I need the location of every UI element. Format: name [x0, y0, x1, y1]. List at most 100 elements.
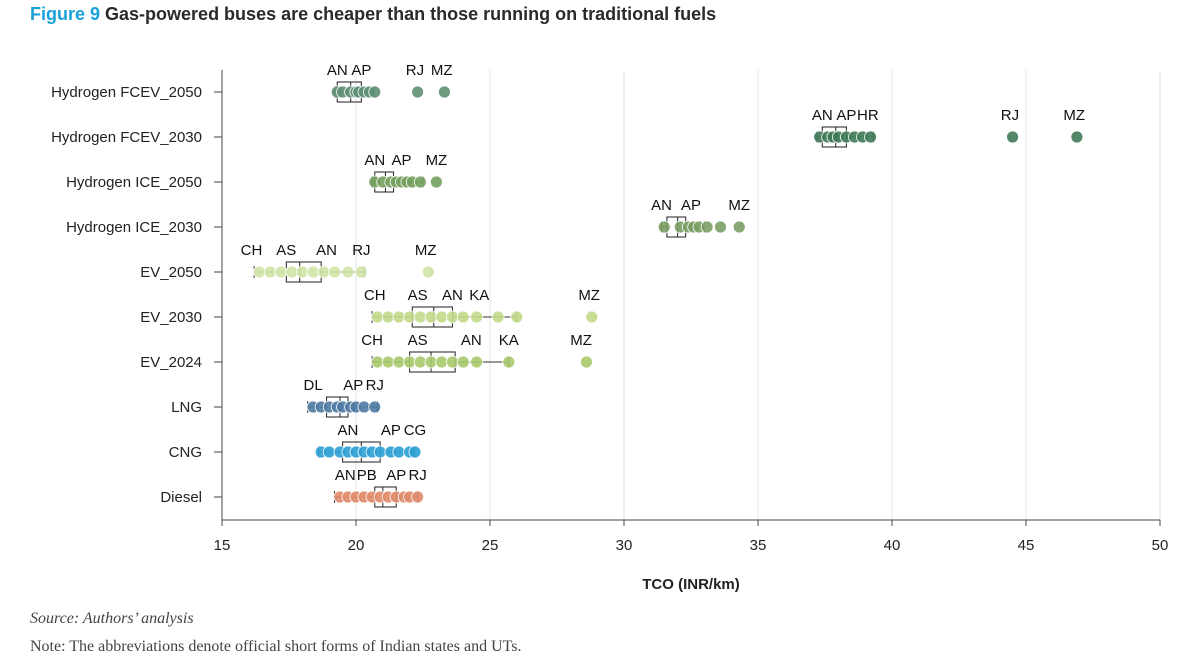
data-point	[392, 310, 406, 324]
data-point	[381, 355, 395, 369]
data-point	[1070, 130, 1084, 144]
state-label: AP	[343, 377, 363, 394]
state-label: MZ	[431, 62, 453, 79]
state-label: AN	[316, 242, 337, 259]
data-point	[438, 85, 451, 99]
data-point	[368, 400, 382, 414]
data-point	[421, 265, 435, 279]
data-point	[456, 355, 470, 369]
state-label: AP	[386, 467, 406, 484]
data-point	[408, 445, 422, 459]
figure-title: Figure 9 Gas-powered buses are cheaper t…	[30, 4, 716, 25]
boxes	[253, 81, 874, 508]
data-point	[295, 265, 309, 279]
state-label: AN	[812, 107, 833, 124]
data-point	[510, 310, 524, 324]
data-point	[502, 355, 516, 369]
state-label: KA	[469, 287, 489, 304]
y-tick-label: EV_2030	[140, 309, 202, 326]
data-point	[700, 220, 714, 234]
state-label: KA	[499, 332, 519, 349]
state-label: AN	[338, 422, 359, 439]
state-label: RJ	[408, 467, 426, 484]
x-tick-label: 50	[1152, 537, 1169, 554]
state-label: RJ	[366, 377, 384, 394]
data-point	[446, 310, 459, 324]
data-point	[306, 265, 320, 279]
state-label: DL	[304, 377, 323, 394]
data-point	[413, 310, 427, 324]
data-point	[1006, 130, 1019, 144]
data-point	[322, 445, 336, 459]
data-point	[328, 265, 341, 279]
data-point	[357, 400, 371, 414]
data-point	[435, 355, 449, 369]
state-label: AS	[408, 332, 428, 349]
state-label: AN	[461, 332, 482, 349]
abbreviation-note: Note: The abbreviations denote official …	[30, 638, 522, 655]
gridlines	[355, 70, 1161, 520]
state-label: HR	[857, 107, 879, 124]
state-label: AP	[351, 62, 371, 79]
data-point	[411, 490, 425, 504]
x-tick-label: 25	[482, 537, 499, 554]
state-label: CH	[241, 242, 263, 259]
points	[253, 85, 1084, 504]
state-label: CH	[361, 332, 383, 349]
data-point	[413, 355, 427, 369]
x-tick-label: 15	[214, 537, 231, 554]
y-tick-label: EV_2024	[140, 354, 202, 371]
y-tick-label: CNG	[169, 444, 202, 461]
axes: 15 20 25 30 35 40 45 50 Hydrogen FCEV_2050 Hydrog…	[51, 70, 1168, 554]
y-tick-label: LNG	[171, 399, 202, 416]
state-label: AN	[651, 197, 672, 214]
y-tick-label: Hydrogen ICE_2050	[66, 174, 202, 191]
data-point	[580, 355, 593, 369]
data-point	[381, 310, 395, 324]
x-tick-label: 30	[616, 537, 633, 554]
state-label: CG	[404, 422, 427, 439]
data-point	[491, 310, 505, 324]
data-point	[253, 265, 266, 279]
state-label: AN	[364, 152, 385, 169]
data-point	[429, 175, 443, 189]
data-point	[403, 310, 417, 324]
figure-title-text: Gas-powered buses are cheaper than those…	[105, 4, 717, 24]
data-point	[371, 310, 384, 324]
data-point	[446, 355, 459, 369]
state-label: AS	[276, 242, 296, 259]
state-label: CH	[364, 287, 386, 304]
x-tick-label: 40	[884, 537, 901, 554]
state-label: MZ	[426, 152, 448, 169]
data-point	[274, 265, 288, 279]
y-tick-label: Hydrogen ICE_2030	[66, 219, 202, 236]
data-point	[470, 355, 484, 369]
data-point	[424, 355, 438, 369]
data-point	[392, 445, 406, 459]
data-point	[341, 265, 355, 279]
data-point	[354, 265, 368, 279]
data-point	[435, 310, 449, 324]
data-point	[714, 220, 727, 234]
data-point	[403, 355, 417, 369]
data-point	[657, 220, 671, 234]
x-tick-label: 20	[348, 537, 365, 554]
data-point	[373, 445, 387, 459]
state-label: MZ	[1063, 107, 1085, 124]
source-note: Source: Authors’ analysis	[30, 610, 194, 627]
data-point	[371, 355, 384, 369]
x-tick-label: 35	[750, 537, 767, 554]
data-point	[411, 85, 425, 99]
y-tick-label: Hydrogen FCEV_2050	[51, 84, 202, 101]
data-point	[368, 85, 382, 99]
state-label: RJ	[1001, 107, 1019, 124]
state-label: AP	[681, 197, 701, 214]
state-label: AP	[392, 152, 412, 169]
data-point	[585, 310, 599, 324]
figure-label: Figure 9	[30, 4, 101, 24]
data-point	[456, 310, 470, 324]
state-label: AN	[442, 287, 463, 304]
state-label: AP	[381, 422, 401, 439]
